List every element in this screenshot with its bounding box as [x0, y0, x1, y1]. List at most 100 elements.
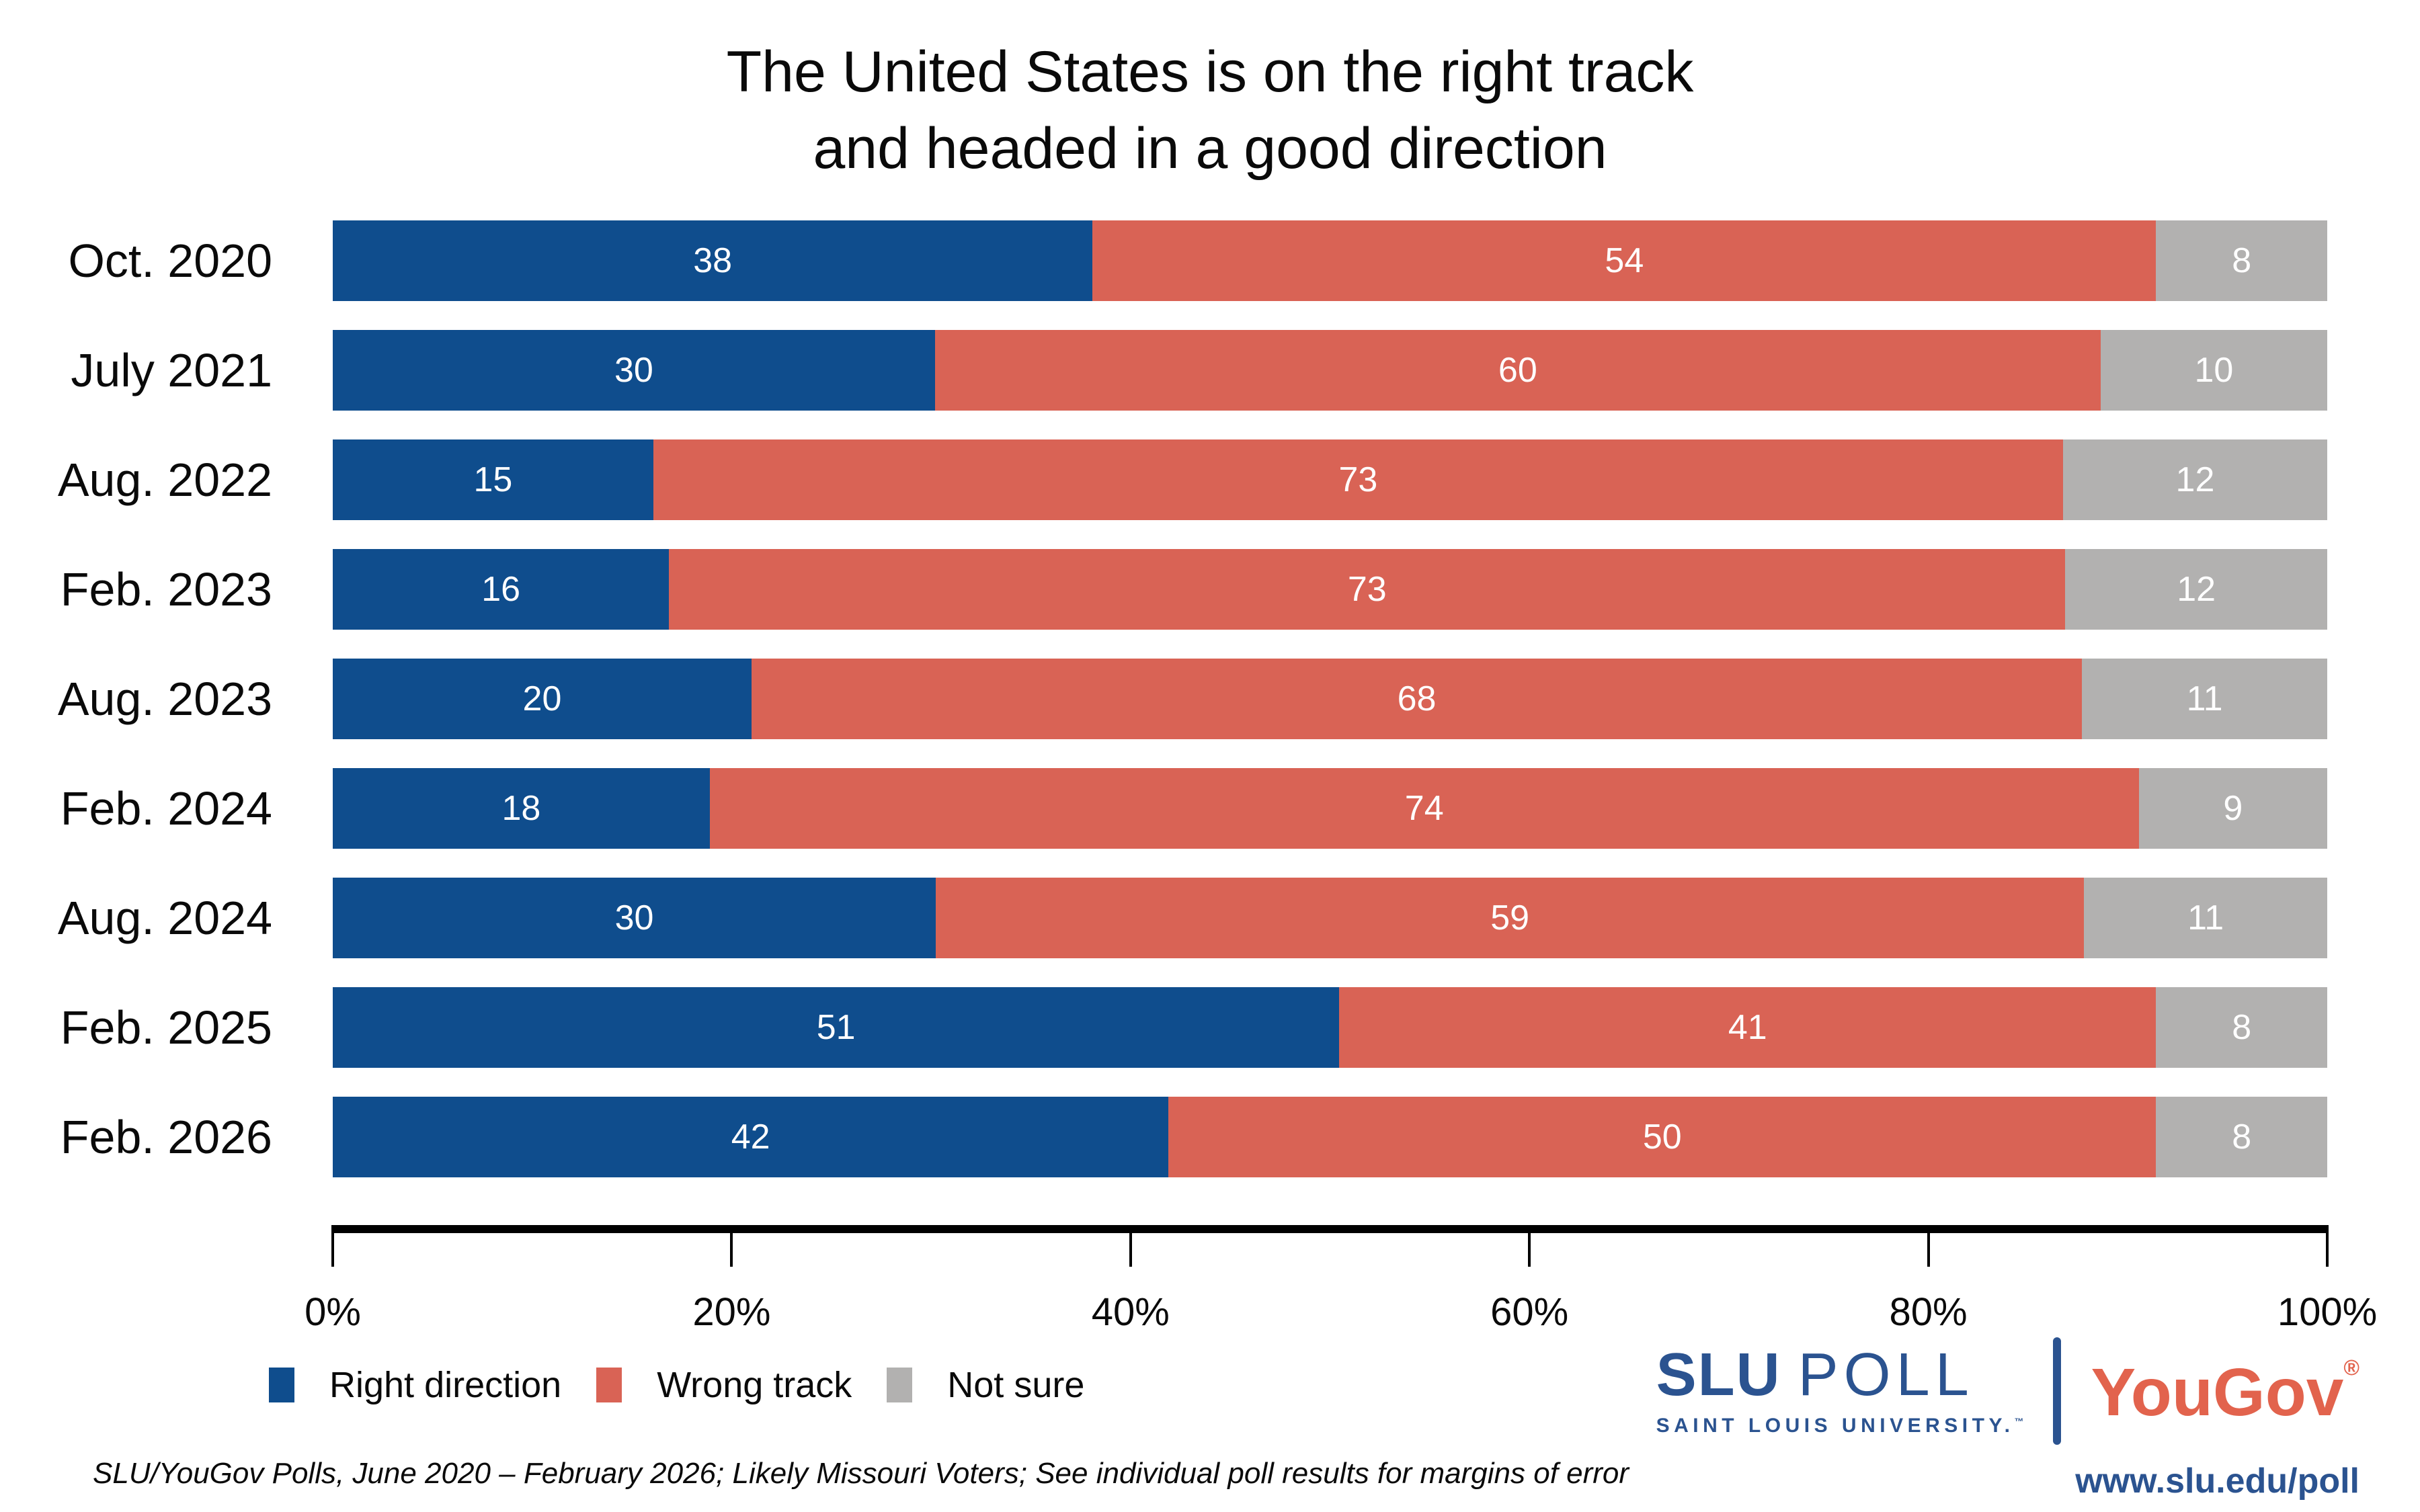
bar-value-label: 8 [2232, 1008, 2252, 1047]
bar-segment-wrong-track: 41 [1339, 987, 2156, 1068]
bar-row: Feb. 2026 42 50 8 [0, 1097, 2328, 1177]
bar-segment-wrong-track: 73 [653, 439, 2063, 520]
x-axis: 0% 20% 40% 60% 80% 100% [305, 1225, 2377, 1359]
slu-poll-url: www.slu.edu/poll [2075, 1462, 2360, 1501]
bar-value-label: 38 [693, 241, 733, 280]
chart-title-line2: and headed in a good direction [813, 116, 1607, 181]
bar-value-label: 50 [1642, 1118, 1682, 1157]
bar-segment-wrong-track: 50 [1168, 1097, 2156, 1177]
legend-swatch-not-sure [887, 1368, 913, 1402]
bar-row: Aug. 2024 30 59 11 [0, 878, 2327, 958]
category-label: Aug. 2024 [57, 892, 272, 944]
bar-segment-not-sure: 10 [2100, 330, 2327, 411]
bar-value-label: 68 [1397, 679, 1437, 718]
bar-value-label: 12 [2175, 460, 2215, 499]
bar-segment-wrong-track: 60 [934, 330, 2101, 411]
bar-segment-wrong-track: 54 [1092, 220, 2156, 301]
poll-text: POLL [1798, 1341, 1974, 1409]
x-axis-tick [1129, 1232, 1132, 1267]
bar-value-label: 9 [2223, 789, 2243, 828]
bar-segment-not-sure: 11 [2082, 659, 2327, 739]
x-axis-tick [2326, 1232, 2329, 1267]
bar-value-label: 8 [2232, 241, 2252, 280]
bar-row: Feb. 2025 51 41 8 [0, 987, 2328, 1068]
bar-segment-right-direction: 30 [333, 878, 936, 958]
bar-segment-not-sure: 12 [2062, 439, 2327, 520]
bar-value-label: 73 [1347, 570, 1387, 609]
x-axis-tick [730, 1232, 733, 1267]
slu-university-text: SAINT LOUIS UNIVERSITY.™ [1656, 1415, 2024, 1437]
x-axis-tick [331, 1232, 334, 1267]
chart-title-line1: The United States is on the right track [726, 40, 1694, 104]
legend-swatch-right-direction [269, 1368, 294, 1402]
bar-segment-not-sure: 8 [2156, 1097, 2328, 1177]
x-axis-tick-label: 20% [692, 1290, 771, 1334]
slu-poll-wordmark: SLU POLL [1656, 1345, 2024, 1405]
x-axis-tick-label: 100% [2277, 1290, 2378, 1334]
bar-row: Oct. 2020 38 54 8 [0, 220, 2328, 301]
bar-stack: 18 74 9 [333, 768, 2327, 849]
bar-segment-right-direction: 15 [333, 439, 653, 520]
bar-value-label: 42 [731, 1118, 770, 1157]
bar-row: July 2021 30 60 10 [0, 330, 2327, 411]
category-label: Feb. 2023 [60, 563, 272, 616]
bar-value-label: 60 [1498, 351, 1537, 390]
legend-label: Wrong track [657, 1365, 852, 1405]
x-axis-tick [1927, 1232, 1930, 1267]
branding-logos: SLU POLL SAINT LOUIS UNIVERSITY.™ YouGov… [1656, 1337, 2360, 1445]
branding: SLU POLL SAINT LOUIS UNIVERSITY.™ YouGov… [1656, 1337, 2360, 1501]
bar-stack: 51 41 8 [333, 987, 2328, 1068]
legend-item-right-direction: Right direction [269, 1364, 561, 1406]
bar-segment-right-direction: 51 [333, 987, 1340, 1068]
bar-stack: 20 68 11 [333, 659, 2327, 739]
bar-value-label: 51 [816, 1008, 856, 1047]
slu-university-label: SAINT LOUIS UNIVERSITY. [1656, 1415, 2015, 1437]
bar-segment-right-direction: 16 [333, 549, 670, 630]
bar-value-label: 73 [1338, 460, 1378, 499]
bar-value-label: 12 [2177, 570, 2216, 609]
x-axis-tick-label: 40% [1091, 1290, 1170, 1334]
bar-value-label: 11 [2186, 679, 2223, 718]
bar-value-label: 41 [1728, 1008, 1767, 1047]
category-label: Aug. 2023 [57, 673, 272, 725]
bar-segment-not-sure: 8 [2156, 220, 2328, 301]
category-label: Oct. 2020 [68, 235, 272, 287]
bar-row: Aug. 2022 15 73 12 [0, 439, 2327, 520]
bar-value-label: 10 [2194, 351, 2234, 390]
bar-segment-not-sure: 8 [2156, 987, 2328, 1068]
bar-row: Feb. 2023 16 73 12 [0, 549, 2327, 630]
category-label: July 2021 [71, 344, 272, 396]
slu-text: SLU [1656, 1341, 1781, 1409]
bar-segment-wrong-track: 59 [936, 878, 2085, 958]
source-note: SLU/YouGov Polls, June 2020 – February 2… [93, 1457, 1629, 1490]
bar-value-label: 11 [2187, 898, 2224, 937]
bar-segment-not-sure: 11 [2084, 878, 2327, 958]
bar-segment-right-direction: 30 [333, 330, 935, 411]
bar-value-label: 30 [614, 898, 654, 937]
bar-segment-wrong-track: 73 [669, 549, 2066, 630]
legend-item-wrong-track: Wrong track [596, 1364, 852, 1406]
bar-segment-right-direction: 42 [333, 1097, 1169, 1177]
bar-value-label: 74 [1404, 789, 1444, 828]
chart-title: The United States is on the right track … [0, 34, 2420, 187]
legend: Right direction Wrong track Not sure [269, 1364, 1119, 1406]
bar-value-label: 8 [2232, 1118, 2252, 1157]
bar-value-label: 20 [522, 679, 562, 718]
bar-stack: 38 54 8 [333, 220, 2328, 301]
bar-segment-right-direction: 18 [333, 768, 710, 849]
slu-poll-logo: SLU POLL SAINT LOUIS UNIVERSITY.™ [1656, 1345, 2024, 1437]
bar-value-label: 59 [1490, 898, 1530, 937]
legend-label: Not sure [947, 1365, 1085, 1405]
bar-value-label: 16 [481, 570, 521, 609]
bar-segment-not-sure: 12 [2065, 549, 2327, 630]
bar-stack: 15 73 12 [333, 439, 2327, 520]
category-label: Aug. 2022 [57, 454, 272, 506]
logo-separator-bar [2053, 1337, 2062, 1445]
category-label: Feb. 2024 [60, 782, 272, 835]
bar-segment-wrong-track: 74 [709, 768, 2139, 849]
x-axis-line [331, 1225, 2329, 1233]
bar-segment-wrong-track: 68 [751, 659, 2083, 739]
yougov-logo: YouGov® [2091, 1357, 2360, 1426]
legend-item-not-sure: Not sure [887, 1364, 1084, 1406]
